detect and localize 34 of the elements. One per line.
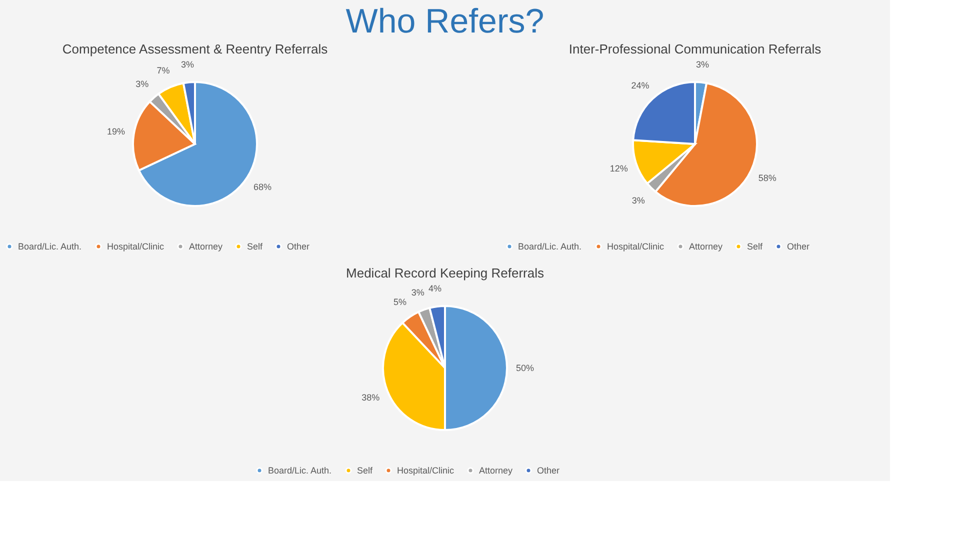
legend-label: Board/Lic. Auth. (18, 242, 82, 252)
legend-label: Self (247, 242, 264, 252)
data-label: 5% (394, 296, 407, 307)
legend-label: Self (747, 242, 764, 252)
text: Who Refers? (346, 2, 544, 40)
data-label: 12% (610, 164, 628, 174)
chart-title: Competence Assessment & Reentry Referrals (62, 41, 328, 56)
data-label: 50% (516, 363, 534, 373)
data-label: 68% (254, 182, 272, 192)
legend-label: Hospital/Clinic (107, 242, 165, 252)
legend-label: Other (287, 242, 310, 252)
legend-label: Other (787, 242, 810, 252)
legend-label: Attorney (689, 242, 724, 252)
legend-label: Hospital/Clinic (397, 466, 455, 476)
legend-label: Hospital/Clinic (607, 242, 665, 252)
data-label: 24% (631, 80, 650, 91)
data-label: 58% (758, 173, 776, 184)
data-label: 3% (696, 59, 710, 70)
data-label: 38% (362, 392, 380, 402)
data-label: 7% (156, 66, 170, 76)
chart-title: Inter-Professional Communication Referrals (568, 41, 822, 56)
data-label: 4% (428, 284, 442, 294)
chart-title: Medical Record Keeping Referrals (346, 266, 544, 281)
legend-label: Board/Lic. Auth. (518, 242, 582, 252)
legend-label: Other (537, 466, 560, 476)
data-label: 3% (411, 288, 424, 298)
data-label: 3% (180, 59, 194, 70)
data-label: 3% (632, 196, 645, 206)
legend-label: Attorney (189, 242, 224, 252)
legend-label: Board/Lic. Auth. (268, 466, 332, 476)
data-label: 3% (136, 78, 149, 89)
data-label: 19% (106, 126, 125, 136)
legend-label: Attorney (479, 466, 514, 476)
legend-label: Self (357, 466, 374, 476)
